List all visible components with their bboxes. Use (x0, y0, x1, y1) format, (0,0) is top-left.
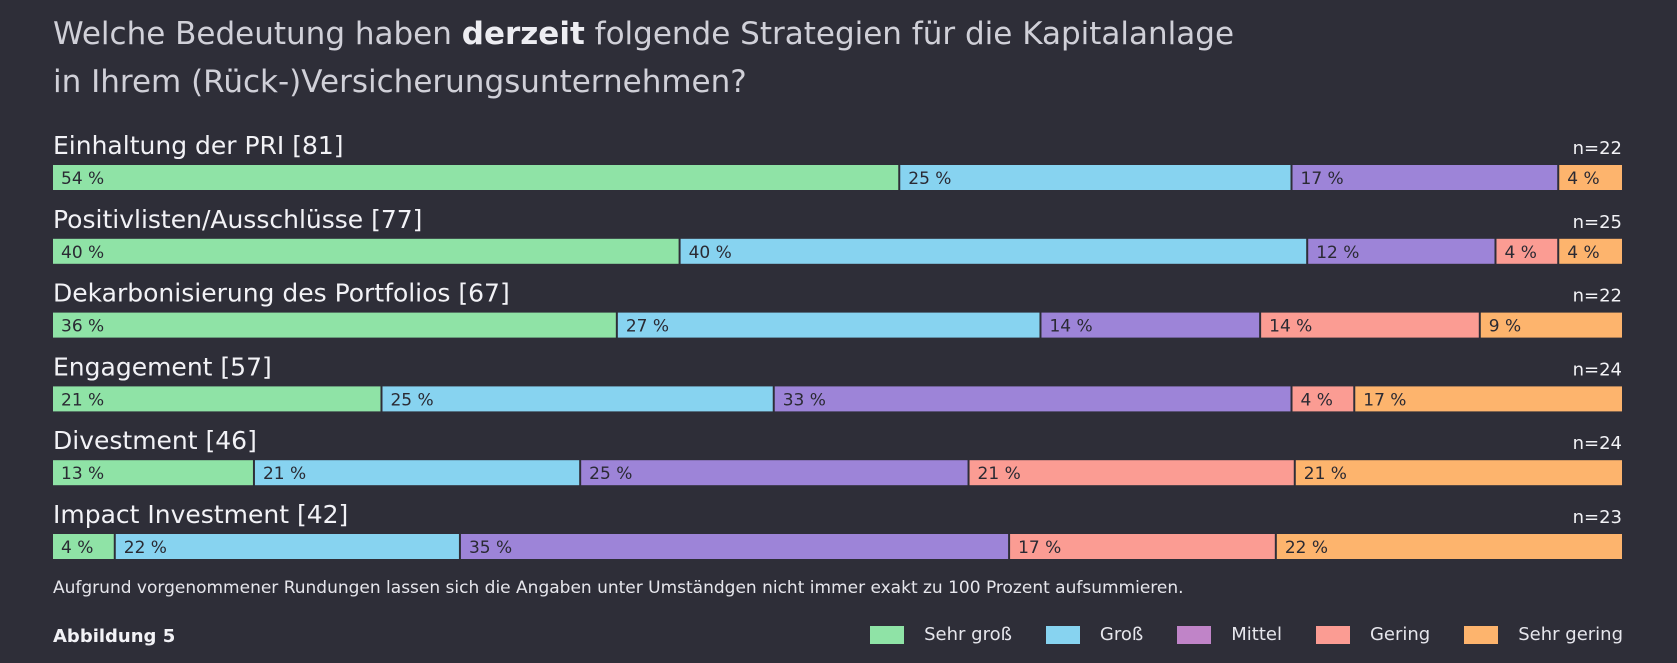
bar-segment (1559, 165, 1622, 190)
bar-segment (1041, 312, 1260, 338)
bar-segment (1292, 165, 1558, 190)
data-label: 9 % (1489, 317, 1521, 337)
legend-label: Mittel (1231, 624, 1282, 645)
bar-segment (1295, 460, 1622, 486)
data-label: 36 % (61, 317, 104, 337)
legend-item: Sehr gering (1464, 624, 1623, 645)
data-label: 4 % (1301, 390, 1333, 410)
data-label: 22 % (1285, 538, 1328, 558)
legend-label: Groß (1099, 624, 1144, 645)
legend-item: Sehr groß (870, 624, 1012, 645)
category-label: Dekarbonisierung des Portfolios [67] (53, 279, 510, 308)
chart-title: Welche Bedeutung haben derzeit folgende … (53, 10, 1453, 106)
data-label: 21 % (61, 390, 104, 410)
bar-segment (53, 534, 114, 559)
data-label: 35 % (469, 538, 512, 558)
bar-segment (1292, 386, 1354, 412)
title-text-part1: Welche Bedeutung haben (53, 16, 462, 52)
legend-label: Sehr gering (1518, 624, 1623, 645)
legend-label: Sehr groß (924, 624, 1012, 645)
title-line-2: in Ihrem (Rück-)Versicherungsunternehmen… (53, 64, 747, 100)
bar-segment (1308, 238, 1495, 264)
data-label: 21 % (978, 464, 1021, 484)
bar-segment (774, 386, 1291, 412)
data-label: 25 % (390, 390, 433, 410)
legend-label: Gering (1369, 624, 1431, 645)
bar-segment (53, 460, 253, 486)
data-label: 4 % (61, 538, 93, 558)
footnote: Aufgrund vorgenommener Rundungen lassen … (53, 578, 1184, 598)
data-label: 4 % (1504, 243, 1536, 263)
title-text-part2: folgende Strategien für die Kapitalanlag… (584, 16, 1235, 52)
data-label: 54 % (61, 169, 104, 189)
data-label: 14 % (1049, 317, 1092, 337)
data-label: 40 % (61, 243, 104, 263)
bar-segment (1276, 534, 1622, 559)
legend-swatch (1315, 625, 1350, 644)
bar-segment (680, 238, 1307, 264)
bar-segment (581, 460, 968, 486)
bar-segment (53, 386, 381, 412)
title-emphasis: derzeit (461, 16, 585, 52)
bar-segment (1010, 534, 1275, 559)
category-label: Einhaltung der PRI [81] (53, 131, 344, 160)
bar-segment (900, 165, 1291, 190)
legend-swatch (1045, 625, 1080, 644)
data-label: 25 % (908, 169, 951, 189)
category-label: Positivlisten/Ausschlüsse [77] (53, 205, 422, 234)
data-label: 25 % (589, 464, 632, 484)
category-label: Engagement [57] (53, 352, 272, 381)
data-label: 17 % (1301, 169, 1344, 189)
bar-segment (53, 312, 616, 338)
bar-segment (1559, 238, 1622, 264)
legend-swatch (1177, 625, 1212, 644)
sample-size-label: n=22 (1573, 286, 1622, 307)
data-label: 4 % (1567, 169, 1599, 189)
legend-item: Groß (1045, 624, 1144, 645)
figure-label: Abbildung 5 (53, 626, 176, 647)
bar-segment (254, 460, 580, 486)
legend-swatch (870, 625, 905, 644)
legend-item: Gering (1315, 624, 1431, 645)
category-label: Impact Investment [42] (53, 500, 348, 529)
bar-segment (1261, 312, 1479, 338)
bar-segment (617, 312, 1040, 338)
data-label: 27 % (626, 317, 669, 337)
chart-legend: Sehr groß Groß Mittel Gering Sehr gering (836, 624, 1623, 645)
data-label: 22 % (124, 538, 167, 558)
bar-segment (1480, 312, 1622, 338)
data-label: 14 % (1269, 317, 1312, 337)
bar-segment (53, 165, 899, 190)
data-label: 21 % (263, 464, 306, 484)
data-label: 12 % (1316, 243, 1359, 263)
title-line-1: Welche Bedeutung haben derzeit folgende … (53, 10, 1453, 58)
data-label: 21 % (1304, 464, 1347, 484)
bar-segment (969, 460, 1294, 486)
bar-segment (460, 534, 1009, 559)
sample-size-label: n=24 (1573, 359, 1622, 380)
sample-size-label: n=22 (1573, 138, 1622, 159)
data-label: 33 % (783, 390, 826, 410)
bar-segment (1355, 386, 1622, 412)
data-label: 40 % (689, 243, 732, 263)
legend-item: Mittel (1177, 624, 1282, 645)
legend-swatch (1464, 625, 1499, 644)
bar-segment (53, 238, 679, 264)
sample-size-label: n=23 (1573, 507, 1622, 528)
data-label: 17 % (1363, 390, 1406, 410)
data-label: 17 % (1018, 538, 1061, 558)
sample-size-label: n=25 (1573, 212, 1622, 233)
bar-segment (382, 386, 773, 412)
bar-segment (1496, 238, 1558, 264)
sample-size-label: n=24 (1573, 433, 1622, 454)
category-label: Divestment [46] (53, 426, 257, 455)
bar-segment (115, 534, 459, 559)
data-label: 13 % (61, 464, 104, 484)
data-label: 4 % (1567, 243, 1599, 263)
